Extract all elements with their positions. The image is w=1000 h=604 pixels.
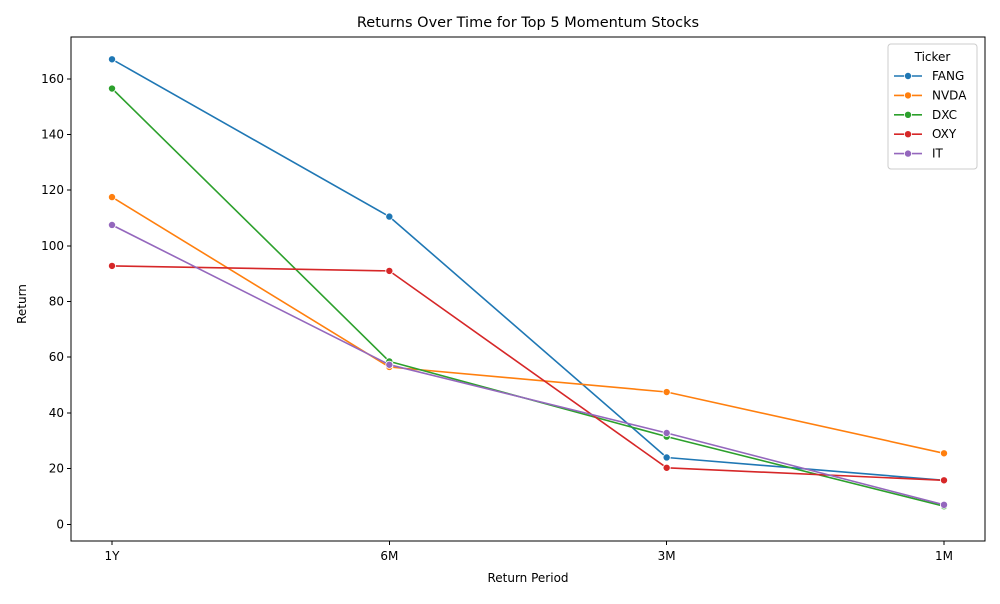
legend-label: NVDA xyxy=(932,88,967,102)
y-tick-label: 100 xyxy=(41,239,64,253)
data-point xyxy=(662,463,671,472)
series-line xyxy=(111,87,945,507)
series-dxc xyxy=(108,84,949,511)
data-point xyxy=(108,220,117,229)
data-point xyxy=(108,193,117,202)
data-point xyxy=(940,449,949,458)
legend-marker xyxy=(904,91,913,100)
legend-entry-nvda: NVDA xyxy=(894,88,967,102)
legend-label: OXY xyxy=(932,127,957,141)
data-point xyxy=(108,261,117,270)
legend-label: IT xyxy=(932,147,944,161)
series-line xyxy=(111,224,945,506)
data-point xyxy=(108,55,117,64)
series-line xyxy=(111,265,945,482)
y-tick-label: 80 xyxy=(49,295,64,309)
data-point xyxy=(108,84,117,93)
x-tick-label: 1M xyxy=(935,549,953,563)
legend-entry-oxy: OXY xyxy=(894,127,957,141)
legend-marker xyxy=(904,110,913,119)
x-tick-label: 6M xyxy=(380,549,398,563)
y-tick-label: 140 xyxy=(41,127,64,141)
axes: 0 20 40 60 80 100 120 140 160 1Y 6M 3M 1M xyxy=(41,36,986,563)
y-tick-label: 0 xyxy=(56,517,64,531)
data-point xyxy=(662,388,671,397)
series-it xyxy=(108,220,949,509)
legend-label: FANG xyxy=(932,69,964,83)
legend-title: Ticker xyxy=(914,50,951,64)
series-line xyxy=(111,196,945,455)
legend-marker xyxy=(904,130,913,139)
y-tick-label: 120 xyxy=(41,183,64,197)
data-point xyxy=(385,266,394,275)
series-line xyxy=(111,58,945,482)
legend: Ticker FANG NVDA DXC OXY IT xyxy=(887,43,978,170)
y-tick-label: 160 xyxy=(41,72,64,86)
series-oxy xyxy=(108,261,949,485)
y-axis-title: Return xyxy=(15,284,29,324)
plot-frame xyxy=(70,36,986,542)
series-nvda xyxy=(108,193,949,458)
series-fang xyxy=(108,55,949,485)
y-tick-label: 60 xyxy=(49,350,64,364)
legend-marker xyxy=(904,72,913,81)
y-tick-label: 20 xyxy=(49,462,64,476)
chart-title: Returns Over Time for Top 5 Momentum Sto… xyxy=(357,15,699,31)
y-tick-label: 40 xyxy=(49,406,64,420)
data-point xyxy=(662,428,671,437)
legend-label: DXC xyxy=(932,108,957,122)
series-lines xyxy=(108,55,949,511)
legend-marker xyxy=(904,149,913,158)
data-point xyxy=(385,212,394,221)
x-axis-title: Return Period xyxy=(487,571,568,585)
data-point xyxy=(385,360,394,369)
data-point xyxy=(662,453,671,462)
data-point xyxy=(940,476,949,485)
legend-entry-fang: FANG xyxy=(894,69,964,83)
data-point xyxy=(940,500,949,509)
x-tick-label: 1Y xyxy=(105,549,121,563)
legend-entry-dxc: DXC xyxy=(894,108,957,122)
x-tick-label: 3M xyxy=(658,549,676,563)
legend-entry-it: IT xyxy=(894,147,944,161)
